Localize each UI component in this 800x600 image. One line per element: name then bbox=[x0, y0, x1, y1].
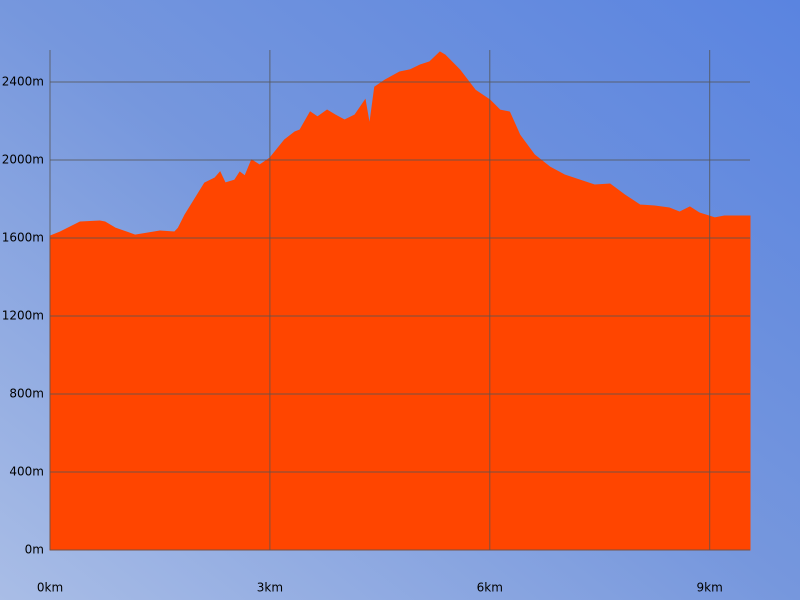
y-tick-label: 2400m bbox=[2, 74, 44, 88]
x-tick-label: 9km bbox=[697, 581, 723, 595]
x-tick-label: 6km bbox=[477, 581, 503, 595]
elevation-area bbox=[49, 51, 751, 551]
x-tick-label: 0km bbox=[37, 581, 63, 595]
y-tick-label: 400m bbox=[9, 464, 44, 478]
y-tick-label: 1600m bbox=[2, 230, 44, 244]
y-tick-label: 2000m bbox=[2, 152, 44, 166]
y-tick-label: 0m bbox=[25, 543, 44, 557]
y-tick-label: 1200m bbox=[2, 308, 44, 322]
y-tick-label: 800m bbox=[9, 386, 44, 400]
x-tick-label: 3km bbox=[257, 581, 283, 595]
